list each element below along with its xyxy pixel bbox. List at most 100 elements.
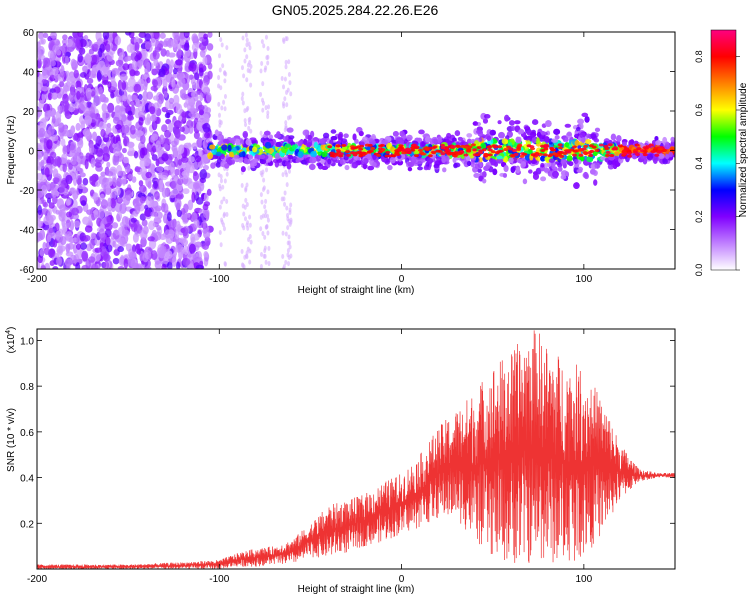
- heatmap-cell: [167, 52, 176, 58]
- heatmap-cell: [76, 90, 81, 100]
- heatmap-cell: [165, 250, 173, 259]
- heatmap-cell: [588, 154, 594, 158]
- heatmap-cell: [522, 152, 528, 156]
- x-tick-label: 0: [399, 274, 405, 285]
- heatmap-cell: [106, 244, 113, 253]
- heatmap-cell: [160, 48, 167, 57]
- heatmap-cell: [654, 153, 660, 157]
- heatmap-cell: [121, 147, 127, 154]
- heatmap-cell: [50, 151, 57, 159]
- heatmap-cell: [225, 45, 229, 51]
- heatmap-cell: [168, 97, 174, 105]
- heatmap-cell: [475, 129, 483, 134]
- heatmap-cell: [95, 180, 101, 187]
- heatmap-cell: [557, 166, 563, 172]
- heatmap-cell: [264, 65, 268, 71]
- heatmap-cell: [152, 51, 160, 60]
- heatmap-cell: [267, 104, 271, 110]
- heatmap-cell: [566, 150, 572, 154]
- heatmap-cell: [245, 37, 249, 43]
- heatmap-cell: [327, 158, 332, 165]
- heatmap-cell: [196, 121, 203, 131]
- heatmap-cell: [244, 197, 248, 203]
- heatmap-cell: [37, 45, 45, 57]
- heatmap-cell: [288, 221, 292, 227]
- heatmap-cell: [178, 145, 185, 154]
- heatmap-cell: [188, 243, 196, 254]
- heatmap-cell: [150, 114, 157, 122]
- heatmap-cell: [117, 246, 124, 253]
- heatmap-cell: [406, 134, 413, 141]
- heatmap-cell: [421, 152, 427, 156]
- heatmap-cell: [116, 213, 121, 221]
- heatmap-cell: [157, 99, 162, 108]
- colorbar-gradient: [710, 29, 737, 271]
- heatmap-cell: [604, 153, 610, 157]
- heatmap-cell: [530, 153, 536, 157]
- x-tick-label: -200: [27, 274, 47, 285]
- heatmap-cell: [121, 124, 130, 134]
- heatmap-cell: [414, 146, 420, 150]
- heatmap-cell: [192, 254, 197, 263]
- heatmap-cell: [248, 222, 252, 228]
- heatmap-cell: [496, 155, 503, 160]
- heatmap-cell: [82, 216, 90, 225]
- heatmap-cell: [119, 52, 126, 58]
- heatmap-cell: [510, 166, 516, 174]
- heatmap-cell: [128, 248, 133, 258]
- heatmap-cell: [188, 263, 195, 269]
- heatmap-cell: [530, 147, 536, 151]
- heatmap-cell: [56, 245, 64, 256]
- heatmap-cell: [477, 151, 483, 155]
- heatmap-cell: [161, 263, 167, 269]
- heatmap-cell: [119, 237, 126, 247]
- heatmap-cell: [98, 121, 105, 131]
- heatmap-cell: [560, 170, 568, 177]
- heatmap-cell: [287, 168, 291, 174]
- spectrogram-y-label: Frequency (Hz): [6, 116, 17, 185]
- heatmap-cell: [465, 155, 470, 162]
- heatmap-cell: [542, 153, 548, 157]
- heatmap-cell: [642, 149, 648, 153]
- heatmap-cell: [191, 33, 198, 43]
- heatmap-cell: [146, 113, 151, 124]
- heatmap-cell: [502, 173, 507, 178]
- heatmap-cell: [531, 119, 539, 126]
- heatmap-cell: [503, 148, 509, 152]
- heatmap-cell: [112, 156, 120, 166]
- heatmap-cell: [453, 151, 459, 155]
- heatmap-cell: [46, 197, 52, 204]
- heatmap-cell: [470, 143, 476, 147]
- heatmap-cell: [150, 211, 157, 217]
- heatmap-cell: [152, 79, 158, 88]
- heatmap-cell: [65, 199, 71, 206]
- heatmap-cell: [186, 120, 194, 129]
- heatmap-cell: [577, 118, 584, 125]
- heatmap-cell: [516, 147, 522, 151]
- heatmap-cell: [174, 168, 180, 176]
- heatmap-cell: [573, 182, 580, 189]
- heatmap-cell: [670, 136, 675, 143]
- heatmap-cell: [201, 82, 209, 93]
- heatmap-cell: [175, 59, 183, 66]
- heatmap-cell: [90, 113, 97, 119]
- heatmap-cell: [62, 162, 67, 173]
- heatmap-cell: [285, 36, 289, 42]
- heatmap-cell: [151, 133, 159, 141]
- heatmap-cell: [263, 245, 267, 251]
- heatmap-cell: [146, 61, 151, 73]
- heatmap-cell: [153, 191, 160, 200]
- heatmap-cell: [433, 163, 440, 169]
- heatmap-cell: [358, 147, 364, 151]
- heatmap-cell: [244, 32, 248, 38]
- heatmap-cell: [42, 201, 49, 208]
- heatmap-cell: [634, 143, 640, 147]
- heatmap-cell: [222, 226, 226, 232]
- heatmap-cell: [122, 63, 130, 71]
- heatmap-cell: [115, 124, 122, 130]
- heatmap-cell: [514, 120, 521, 125]
- heatmap-cell: [199, 168, 208, 180]
- heatmap-cell: [181, 111, 188, 118]
- heatmap-cell: [230, 137, 237, 142]
- heatmap-cell: [516, 158, 523, 164]
